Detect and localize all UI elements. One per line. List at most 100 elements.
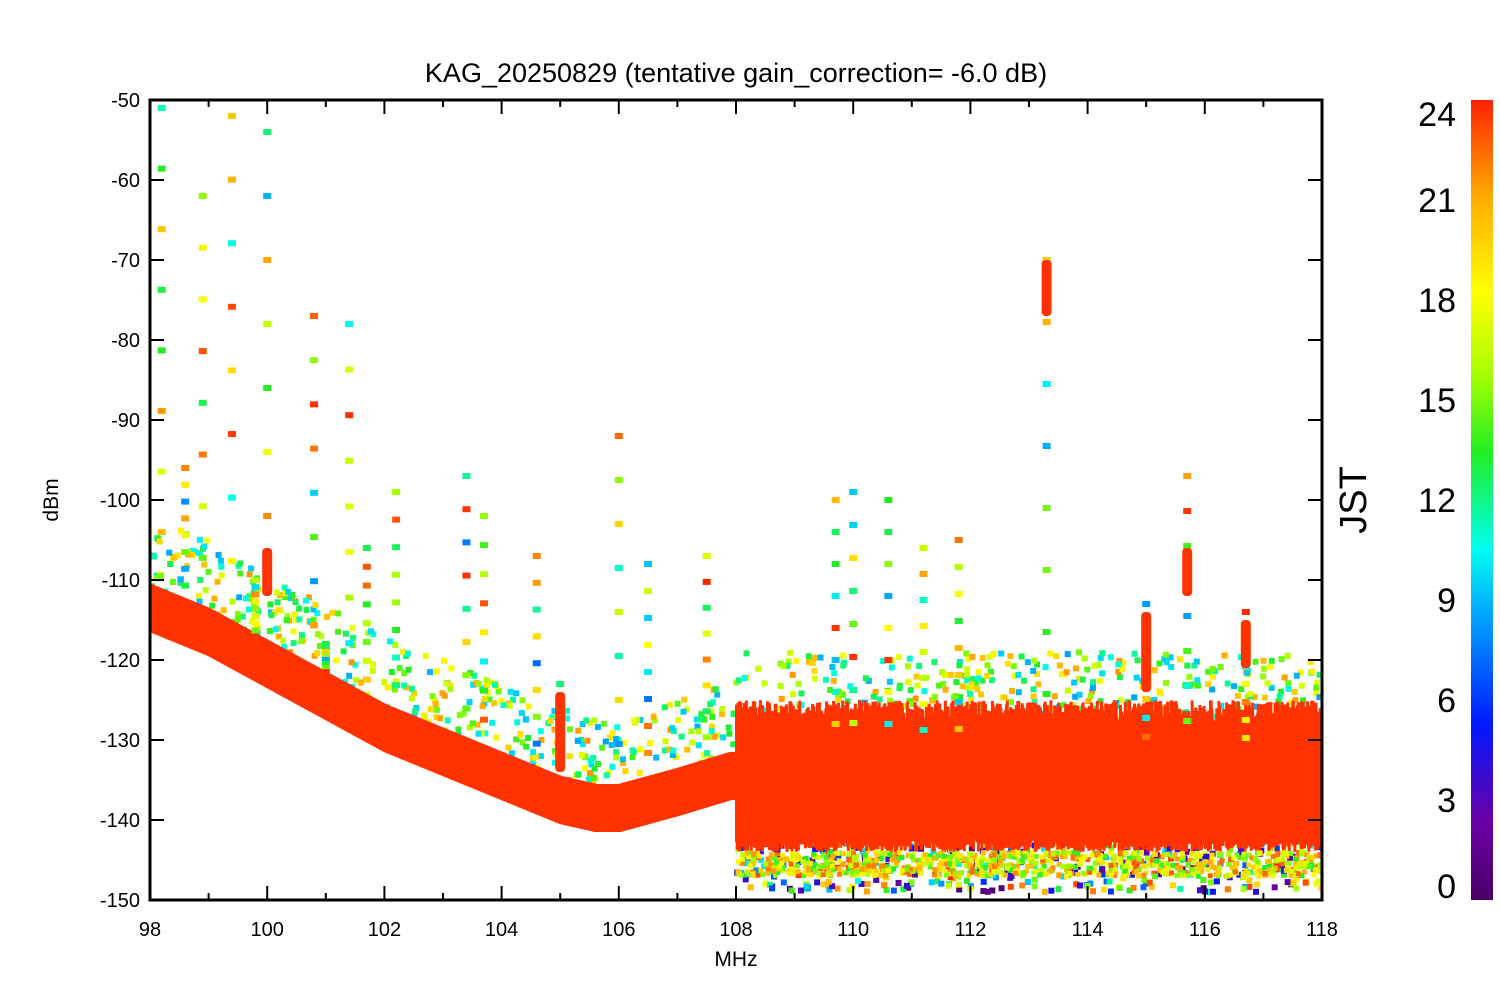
scatter-point: [202, 587, 209, 594]
scatter-point: [519, 739, 526, 746]
x-tick-label: 114: [1072, 919, 1104, 941]
scatter-point: [937, 867, 943, 873]
scatter-point: [864, 860, 870, 866]
signal-point: [263, 193, 272, 199]
scatter-point: [158, 572, 165, 579]
scatter-point: [984, 673, 991, 680]
scatter-point: [840, 652, 847, 659]
scatter-point: [1203, 853, 1210, 860]
signal-point: [884, 529, 893, 535]
signal-point: [181, 465, 190, 471]
scatter-point: [1306, 863, 1312, 869]
scatter-point: [779, 860, 785, 866]
scatter-point: [196, 592, 203, 599]
scatter-point: [894, 859, 900, 865]
x-tick-label: 112: [954, 919, 986, 941]
scatter-point: [780, 879, 787, 886]
scatter-point: [978, 855, 984, 861]
scatter-point: [745, 856, 752, 863]
scatter-point: [1015, 671, 1022, 678]
signal-point: [310, 401, 319, 408]
signal-point: [831, 625, 840, 631]
colorbar-tick-label: 24: [1418, 96, 1456, 134]
scatter-point: [1242, 862, 1249, 869]
scatter-point: [1136, 855, 1142, 861]
signal-point: [919, 649, 928, 655]
signal-point: [251, 620, 260, 627]
scatter-point: [1168, 663, 1175, 670]
scatter-point: [1318, 885, 1322, 892]
scatter-point: [683, 706, 690, 713]
scatter-point: [972, 852, 978, 858]
scatter-point: [811, 654, 818, 661]
scatter-point: [992, 857, 998, 863]
scatter-point: [603, 772, 610, 779]
signal-point: [198, 348, 207, 355]
scatter-point: [342, 630, 349, 637]
scatter-point: [865, 871, 871, 877]
scatter-point: [1096, 872, 1102, 878]
scatter-point: [952, 870, 958, 876]
signal-point: [263, 449, 272, 455]
scatter-point: [765, 866, 771, 872]
scatter-point: [1289, 868, 1295, 874]
scatter-point: [982, 871, 988, 877]
signal-point: [362, 639, 371, 645]
signal-point: [1183, 718, 1192, 724]
scatter-point: [583, 717, 590, 724]
scatter-point: [751, 857, 757, 863]
scatter-point: [974, 871, 980, 877]
scatter-point: [460, 710, 467, 717]
signal-point: [614, 521, 623, 527]
colorbar-tick-label: 15: [1418, 382, 1456, 420]
scatter-point: [1174, 872, 1180, 878]
scatter-point: [773, 860, 779, 866]
scatter-point: [1253, 888, 1260, 895]
scatter-point: [507, 688, 514, 695]
signal-point: [157, 468, 166, 475]
signal-point: [954, 672, 963, 678]
scatter-point: [566, 753, 573, 760]
scatter-point: [934, 878, 941, 885]
scatter-point: [1151, 696, 1158, 703]
signal-core: [262, 548, 273, 596]
scatter-point: [1256, 851, 1262, 857]
scatter-point: [773, 863, 779, 869]
scatter-point: [947, 671, 954, 678]
scatter-point: [1266, 861, 1272, 867]
scatter-point: [870, 869, 876, 875]
scatter-point: [1188, 681, 1195, 688]
scatter-point: [896, 685, 903, 692]
signal-point: [228, 176, 237, 183]
scatter-point: [1099, 866, 1106, 873]
scatter-point: [314, 609, 321, 616]
scatter-point: [862, 852, 868, 858]
scatter-point: [936, 862, 942, 868]
scatter-point: [959, 870, 965, 876]
scatter-point: [275, 633, 282, 640]
scatter-point: [1080, 870, 1086, 876]
scatter-point: [296, 616, 303, 623]
scatter-point: [1021, 677, 1028, 684]
scatter-point: [950, 862, 956, 868]
scatter-point: [1205, 681, 1212, 688]
scatter-point: [441, 692, 448, 699]
scatter-point: [1196, 861, 1202, 867]
scatter-point: [720, 734, 727, 741]
scatter-point: [575, 771, 582, 778]
scatter-point: [1133, 864, 1140, 871]
signal-point: [228, 240, 237, 247]
scatter-point: [812, 862, 818, 868]
scatter-point: [1015, 689, 1022, 696]
scatter-point: [1141, 872, 1147, 878]
scatter-point: [903, 867, 909, 873]
signal-point: [1183, 543, 1192, 549]
scatter-point: [903, 882, 910, 889]
signal-point: [480, 716, 489, 723]
scatter-point: [1142, 880, 1149, 887]
scatter-point: [284, 613, 291, 620]
scatter-point: [719, 710, 726, 717]
scatter-point: [1126, 855, 1132, 861]
x-axis-label: MHz: [714, 948, 757, 971]
scatter-point: [1148, 883, 1155, 890]
